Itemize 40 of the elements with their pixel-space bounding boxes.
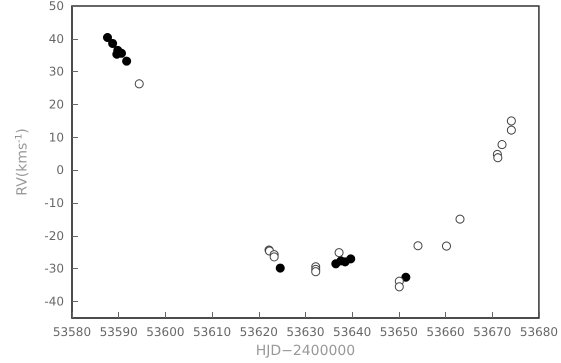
x-tick-label: 53620 <box>240 325 278 339</box>
point <box>498 140 507 150</box>
x-tick-label: 53660 <box>426 325 465 339</box>
point <box>413 241 422 250</box>
point <box>401 272 410 282</box>
y-tick-label: 40 <box>48 32 64 46</box>
point <box>506 116 516 126</box>
y-tick-label: 10 <box>48 130 64 144</box>
point <box>506 126 516 135</box>
y-tick-label: -30 <box>44 262 64 276</box>
x-tick-label: 53680 <box>520 325 558 339</box>
point <box>334 248 344 258</box>
point <box>442 242 451 251</box>
point <box>276 264 285 273</box>
x-tick-label: 53670 <box>473 325 512 339</box>
x-tick-label: 53650 <box>380 325 418 339</box>
point <box>311 267 320 276</box>
y-tick-label: 30 <box>48 64 64 79</box>
point <box>394 282 404 292</box>
point <box>108 38 118 48</box>
x-tick-label: 53590 <box>100 325 138 339</box>
point <box>122 56 132 66</box>
x-axis-title: HJD−2400000 <box>256 343 356 359</box>
y-axis-title: RV(kms-1) <box>14 128 30 196</box>
point <box>346 254 356 264</box>
x-tick-label: 53640 <box>333 325 372 339</box>
y-tick-label: -40 <box>44 294 64 309</box>
point <box>134 79 144 88</box>
x-tick-label: 53600 <box>146 325 184 339</box>
point <box>456 214 465 224</box>
x-tick-label: 53580 <box>52 325 92 339</box>
y-tick-label: 50 <box>48 0 64 13</box>
x-tick-label: 53630 <box>286 325 325 339</box>
point <box>102 33 112 42</box>
point <box>493 153 502 162</box>
y-tick-label: -20 <box>44 228 64 243</box>
y-tick-label: 20 <box>48 98 64 112</box>
x-tick-label: 53610 <box>192 325 232 339</box>
y-tick-label: 0 <box>56 163 64 178</box>
y-tick-label: -10 <box>44 196 64 210</box>
